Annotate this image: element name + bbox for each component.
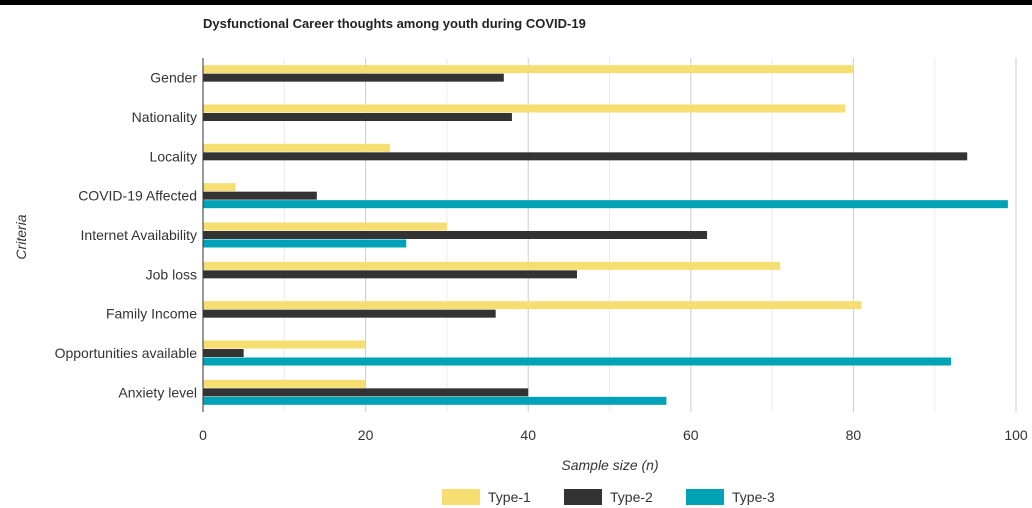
- x-tick-label-20: 20: [358, 427, 374, 443]
- bar-type-2-internet-availability: [203, 231, 708, 239]
- bar-type-1-nationality: [203, 104, 846, 113]
- y-tick-label-anxiety-level: Anxiety level: [118, 384, 197, 400]
- bar-type-1-anxiety-level: [203, 379, 366, 388]
- bar-type-1-job-loss: [203, 261, 781, 270]
- bar-type-2-covid-19-affected: [203, 191, 317, 200]
- y-tick-label-nationality: Nationality: [132, 109, 197, 125]
- top-border: [0, 0, 1032, 5]
- bar-type-1-gender: [203, 65, 854, 74]
- legend-label-type-2: Type-2: [610, 489, 653, 505]
- bar-type-2-nationality: [203, 113, 512, 121]
- legend-swatch-type-1: [442, 489, 480, 505]
- y-axis-title: Criteria: [13, 214, 29, 260]
- bar-type-2-gender: [203, 73, 504, 82]
- bar-type-3-opportunities-available: [203, 357, 951, 366]
- y-tick-label-internet-availability: Internet Availability: [81, 227, 197, 243]
- x-tick-label-60: 60: [683, 427, 699, 443]
- y-tick-label-covid-19-affected: COVID-19 Affected: [78, 188, 197, 204]
- y-tick-label-job-loss: Job loss: [146, 266, 197, 282]
- bar-type-2-locality: [203, 152, 968, 161]
- x-tick-label-0: 0: [199, 427, 207, 443]
- legend-swatch-type-2: [564, 489, 602, 505]
- bar-type-2-anxiety-level: [203, 388, 529, 397]
- x-tick-label-100: 100: [1004, 427, 1028, 443]
- bar-type-2-opportunities-available: [203, 349, 244, 357]
- chart-title: Dysfunctional Career thoughts among yout…: [203, 16, 586, 31]
- bar-type-2-job-loss: [203, 270, 577, 279]
- bar-type-2-family-income: [203, 309, 496, 318]
- legend-label-type-3: Type-3: [732, 489, 775, 505]
- x-tick-label-40: 40: [520, 427, 536, 443]
- bar-type-1-covid-19-affected: [203, 183, 236, 192]
- legend-item-type-2[interactable]: Type-2: [564, 488, 653, 506]
- bar-type-1-internet-availability: [203, 222, 447, 231]
- bar-type-1-opportunities-available: [203, 340, 366, 349]
- y-tick-label-opportunities-available: Opportunities available: [55, 345, 198, 361]
- bar-type-3-internet-availability: [203, 239, 407, 248]
- legend-item-type-3[interactable]: Type-3: [686, 488, 775, 506]
- y-tick-label-family-income: Family Income: [106, 306, 197, 322]
- y-tick-label-gender: Gender: [150, 70, 197, 86]
- legend-label-type-1: Type-1: [488, 489, 531, 505]
- bar-type-3-covid-19-affected: [203, 200, 1008, 209]
- legend-swatch-type-3: [686, 489, 724, 505]
- y-tick-label-locality: Locality: [150, 148, 197, 164]
- x-axis-title: Sample size (n): [561, 457, 659, 473]
- bar-type-3-anxiety-level: [203, 396, 667, 405]
- bar-type-1-locality: [203, 143, 390, 152]
- bar-type-1-family-income: [203, 301, 862, 310]
- x-tick-label-80: 80: [846, 427, 862, 443]
- legend-item-type-1[interactable]: Type-1: [442, 488, 531, 506]
- chart-legend: Type-1 Type-2 Type-3: [0, 488, 1032, 508]
